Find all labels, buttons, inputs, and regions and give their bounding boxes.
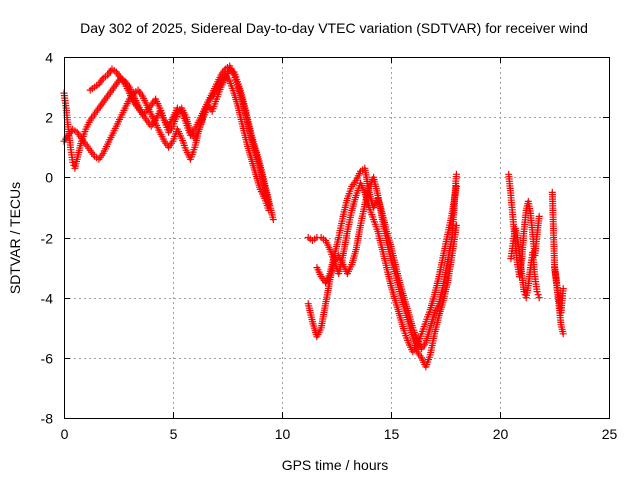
x-tick-label: 5 xyxy=(170,426,178,442)
plot-frame xyxy=(64,57,610,419)
x-tick-label: 20 xyxy=(493,426,509,442)
y-tick-labels: -8 -6 -4 -2 0 2 4 xyxy=(41,50,54,427)
y-tick-label: -8 xyxy=(41,411,54,427)
chart-title: Day 302 of 2025, Sidereal Day-to-day VTE… xyxy=(80,20,588,36)
y-tick-label: 4 xyxy=(45,50,53,66)
series-segment-6 xyxy=(313,164,460,353)
y-axis-label: SDTVAR / TECUs xyxy=(7,182,23,294)
y-tick-label: 2 xyxy=(45,110,53,126)
data-point xyxy=(452,170,460,178)
data-point xyxy=(452,222,460,229)
x-tick-labels: 0 5 10 15 20 25 xyxy=(61,426,618,442)
x-tick-label: 0 xyxy=(61,426,69,442)
y-tick-label: -6 xyxy=(41,351,54,367)
y-tick-label: -2 xyxy=(41,231,54,247)
data-point xyxy=(269,216,277,223)
data-point xyxy=(265,206,273,214)
y-tick-label: -4 xyxy=(41,291,54,307)
data-point xyxy=(69,158,77,166)
data-points xyxy=(60,62,567,371)
data-point xyxy=(535,294,543,302)
x-tick-label: 15 xyxy=(384,426,400,442)
series-segment-8 xyxy=(507,225,543,302)
data-point xyxy=(559,330,567,338)
series-segment-5 xyxy=(304,179,460,356)
y-tick-label: 0 xyxy=(45,170,53,186)
data-point xyxy=(520,288,528,296)
data-point xyxy=(534,291,542,299)
x-tick-label: 25 xyxy=(602,426,618,442)
series-segment-10 xyxy=(551,264,567,317)
data-point xyxy=(535,212,543,220)
x-tick-label: 10 xyxy=(275,426,291,442)
data-point xyxy=(533,288,541,296)
data-point xyxy=(559,285,567,293)
series-segment-3 xyxy=(86,65,273,214)
x-axis-label: GPS time / hours xyxy=(282,457,389,473)
